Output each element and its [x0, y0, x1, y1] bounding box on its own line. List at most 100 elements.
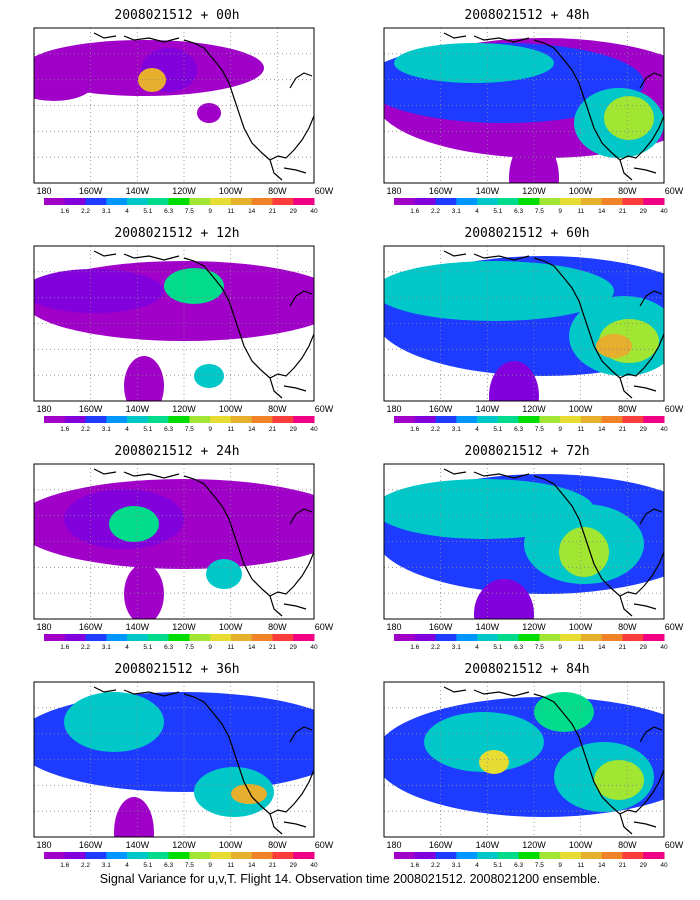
- coastline: [533, 693, 633, 835]
- lon-label: 140W: [126, 404, 150, 414]
- colorbar-swatch: [435, 634, 457, 641]
- colorbar-label: 40: [660, 208, 668, 215]
- figure-caption: Signal Variance for u,v,T. Flight 14. Ob…: [99, 872, 601, 886]
- colorbar-label: 21: [619, 644, 627, 651]
- colorbar-label: 29: [640, 208, 648, 215]
- colorbar-swatch: [106, 198, 128, 205]
- lon-label: 120W: [172, 622, 196, 632]
- variance-map: 70N60N50N40N30N20N10N180160W140W120W100W…: [382, 26, 684, 215]
- panel-title: 2008021512 + 36h: [114, 662, 240, 677]
- colorbar-swatch: [106, 852, 128, 859]
- colorbar-swatch: [643, 198, 665, 205]
- coastline: [619, 333, 664, 379]
- colorbar-swatch: [210, 198, 232, 205]
- colorbar-swatch: [230, 634, 253, 641]
- colorbar-swatch: [210, 416, 232, 423]
- coastline: [289, 726, 313, 743]
- coastline: [183, 257, 283, 399]
- coastline: [269, 769, 314, 815]
- colorbar-swatch: [44, 852, 66, 859]
- colorbar-swatch: [435, 198, 457, 205]
- coastline: [633, 385, 657, 392]
- colorbar-swatch: [272, 198, 294, 205]
- colorbar-swatch: [643, 634, 665, 641]
- colorbar-swatch: [539, 416, 561, 423]
- colorbar-label: 5.1: [493, 426, 502, 433]
- colorbar-swatch: [85, 634, 107, 641]
- colorbar-swatch: [477, 634, 499, 641]
- colorbar-swatch: [560, 634, 582, 641]
- coastline: [269, 115, 314, 161]
- colorbar-label: 29: [640, 426, 648, 433]
- colorbar-swatch: [394, 198, 416, 205]
- coastline: [93, 250, 117, 257]
- colorbar-swatch: [560, 198, 582, 205]
- coastline: [633, 821, 657, 828]
- colorbar-label: 21: [269, 208, 277, 215]
- lon-label: 180: [386, 186, 401, 196]
- lon-label: 120W: [172, 840, 196, 850]
- lon-label: 180: [386, 622, 401, 632]
- colorbar-swatch: [622, 634, 644, 641]
- variance-contour: [559, 527, 609, 577]
- colorbar-swatch: [64, 198, 87, 205]
- lon-label: 80W: [618, 186, 637, 196]
- colorbar-label: 14: [598, 644, 606, 651]
- colorbar-swatch: [251, 416, 273, 423]
- colorbar-label: 7.5: [185, 208, 194, 215]
- colorbar-swatch: [518, 416, 540, 423]
- lon-label: 180: [36, 404, 51, 414]
- colorbar-label: 5.1: [143, 862, 152, 869]
- coastline: [639, 508, 663, 525]
- colorbar-swatch: [44, 416, 66, 423]
- lon-label: 60W: [315, 622, 334, 632]
- colorbar-swatch: [601, 416, 623, 423]
- colorbar-label: 7.5: [535, 862, 544, 869]
- colorbar-swatch: [85, 852, 107, 859]
- variance-contour: [424, 712, 544, 772]
- coastline: [443, 686, 467, 693]
- lon-label: 120W: [172, 404, 196, 414]
- colorbar-label: 2.2: [431, 426, 440, 433]
- lon-label: 140W: [476, 840, 500, 850]
- colorbar-swatch: [251, 852, 273, 859]
- colorbar-label: 40: [660, 426, 668, 433]
- colorbar-swatch: [539, 198, 561, 205]
- lon-label: 120W: [522, 404, 546, 414]
- lon-label: 100W: [569, 186, 593, 196]
- colorbar-label: 9: [558, 862, 562, 869]
- coastline: [123, 253, 180, 261]
- colorbar-swatch: [477, 852, 499, 859]
- colorbar-label: 6.3: [514, 426, 523, 433]
- lon-label: 160W: [429, 622, 453, 632]
- colorbar-label: 2.2: [81, 862, 90, 869]
- colorbar-label: 2.2: [81, 644, 90, 651]
- lon-label: 160W: [79, 840, 103, 850]
- panel-title: 2008021512 + 48h: [464, 8, 590, 23]
- colorbar-label: 4: [475, 644, 479, 651]
- variance-contour: [384, 261, 614, 321]
- colorbar-label: 5.1: [143, 644, 152, 651]
- lon-label: 180: [36, 840, 51, 850]
- colorbar-label: 9: [208, 208, 212, 215]
- lon-label: 140W: [476, 622, 500, 632]
- lon-label: 100W: [219, 622, 243, 632]
- colorbar-swatch: [456, 416, 478, 423]
- coastline: [639, 72, 663, 89]
- colorbar-label: 4: [475, 208, 479, 215]
- colorbar-swatch: [622, 852, 644, 859]
- coastline: [269, 551, 314, 597]
- lon-label: 100W: [219, 186, 243, 196]
- colorbar-label: 11: [578, 208, 585, 215]
- colorbar-swatch: [189, 198, 211, 205]
- lon-label: 160W: [429, 840, 453, 850]
- colorbar-swatch: [147, 198, 170, 205]
- lon-label: 160W: [79, 622, 103, 632]
- lon-label: 120W: [522, 186, 546, 196]
- colorbar-label: 29: [290, 862, 298, 869]
- coastline: [123, 689, 180, 697]
- colorbar-swatch: [477, 198, 499, 205]
- colorbar-label: 4: [125, 644, 129, 651]
- coastline: [269, 333, 314, 379]
- lon-label: 160W: [429, 186, 453, 196]
